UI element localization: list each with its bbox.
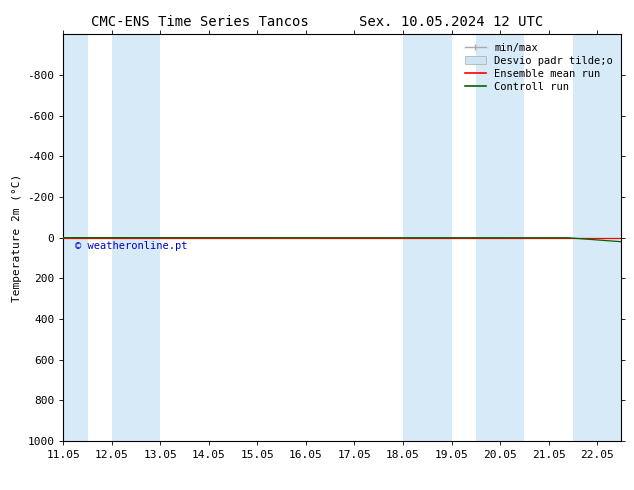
Bar (403, 34, 451, 441)
Legend: min/max, Desvio padr tilde;o, Ensemble mean run, Controll run: min/max, Desvio padr tilde;o, Ensemble m… (462, 40, 616, 95)
Bar (476, 34, 524, 441)
Text: © weatheronline.pt: © weatheronline.pt (75, 241, 187, 251)
Bar (63, 34, 87, 441)
Text: CMC-ENS Time Series Tancos      Sex. 10.05.2024 12 UTC: CMC-ENS Time Series Tancos Sex. 10.05.20… (91, 15, 543, 29)
Bar (112, 34, 160, 441)
Y-axis label: Temperature 2m (°C): Temperature 2m (°C) (12, 173, 22, 302)
Bar (573, 34, 621, 441)
